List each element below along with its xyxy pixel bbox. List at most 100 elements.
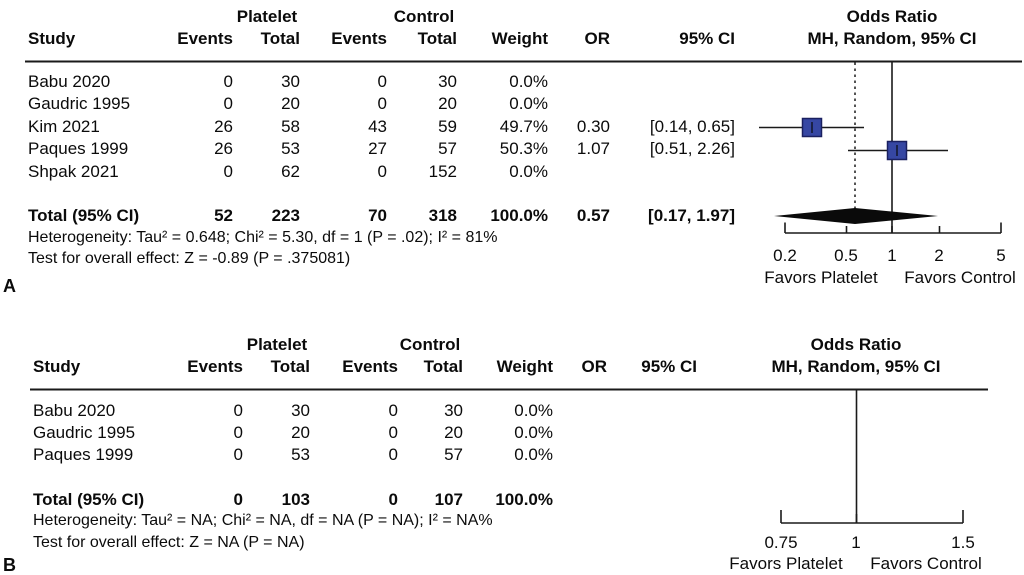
panel-b-label: B	[3, 555, 16, 575]
total-weight: 100.0%	[495, 490, 553, 509]
cell-events2: 0	[377, 162, 387, 181]
study-name: Babu 2020	[33, 401, 116, 420]
panel-a-col-ci: 95% CI	[679, 29, 735, 48]
cell-weight: 0.0%	[514, 423, 553, 442]
study-name: Gaudric 1995	[33, 423, 136, 442]
total-events1: 52	[214, 206, 233, 225]
panel-b-col-events1: Events	[187, 357, 243, 376]
cell-total1: 53	[291, 445, 310, 464]
paques-square-marker	[886, 140, 908, 161]
panel-b-col-ci: 95% CI	[641, 357, 697, 376]
pooled-diamond	[774, 208, 938, 224]
total-total1: 223	[271, 206, 300, 225]
cell-events1: 0	[223, 72, 233, 91]
cell-events2: 0	[388, 445, 398, 464]
panel-a-col-events2: Events	[331, 29, 387, 48]
heterogeneity-text: Heterogeneity: Tau² = 0.648; Chi² = 5.30…	[28, 229, 498, 246]
study-name: Kim 2021	[28, 117, 100, 136]
total-label: Total (95% CI)	[33, 490, 145, 509]
cell-total1: 30	[291, 401, 310, 420]
panel-a-tick-5: 5	[996, 246, 1006, 265]
overall-effect-text: Test for overall effect: Z = -0.89 (P = …	[28, 250, 351, 267]
cell-events2: 0	[377, 94, 387, 113]
cell-events1: 0	[233, 423, 243, 442]
cell-weight: 0.0%	[514, 445, 553, 464]
cell-total2: 152	[428, 162, 457, 181]
panel-b-tick-1: 1	[851, 533, 861, 552]
panel-a-col-total1: Total	[260, 29, 300, 48]
cell-events2: 0	[377, 72, 387, 91]
cell-total2: 30	[444, 401, 463, 420]
cell-events2: 0	[388, 423, 398, 442]
total-total2: 107	[434, 490, 463, 509]
panel-a-tick-1: 1	[887, 246, 897, 265]
panel-a-group2-header: Control	[393, 7, 455, 26]
cell-total1: 58	[281, 117, 300, 136]
total-events2: 0	[388, 490, 398, 509]
cell-events1: 26	[214, 117, 233, 136]
cell-total1: 53	[281, 139, 300, 158]
total-label: Total (95% CI)	[28, 206, 140, 225]
cell-ci: [0.51, 2.26]	[649, 139, 735, 158]
total-ci: [0.17, 1.97]	[648, 206, 735, 225]
panel-b-favors-right: Favors Control	[870, 554, 982, 573]
panel-a-col-events1: Events	[177, 29, 233, 48]
panel-b-col-or: OR	[581, 357, 608, 376]
panel-a-col-total2: Total	[417, 29, 457, 48]
cell-total2: 20	[438, 94, 457, 113]
cell-total2: 57	[438, 139, 457, 158]
cell-weight: 0.0%	[514, 401, 553, 420]
panel-a-label: A	[3, 276, 16, 296]
cell-total1: 20	[291, 423, 310, 442]
panel-b-plot-title: Odds Ratio	[810, 335, 902, 354]
cell-events1: 0	[233, 445, 243, 464]
panel-b-plot-subtitle: MH, Random, 95% CI	[771, 357, 941, 376]
cell-total1: 20	[281, 94, 300, 113]
panel-a-x-axis	[784, 222, 1002, 234]
panel-a-favors-left: Favors Platelet	[764, 268, 878, 287]
panel-a-tick-0.2: 0.2	[773, 246, 797, 265]
panel-a-col-or: OR	[584, 29, 611, 48]
panel-b-col-total1: Total	[270, 357, 310, 376]
cell-weight: 50.3%	[499, 139, 548, 158]
panel-b-col-weight: Weight	[496, 357, 553, 376]
total-or: 0.57	[576, 206, 610, 225]
panel-a-plot-subtitle: MH, Random, 95% CI	[807, 29, 977, 48]
total-total2: 318	[428, 206, 457, 225]
cell-total2: 59	[438, 117, 457, 136]
overall-effect-text: Test for overall effect: Z = NA (P = NA)	[33, 534, 305, 551]
cell-total1: 30	[281, 72, 300, 91]
cell-total2: 30	[438, 72, 457, 91]
panel-a-col-study: Study	[28, 29, 76, 48]
cell-or: 1.07	[576, 139, 610, 158]
panel-b-col-events2: Events	[342, 357, 398, 376]
total-total1: 103	[281, 490, 310, 509]
cell-total2: 57	[444, 445, 463, 464]
cell-total1: 62	[281, 162, 300, 181]
cell-events1: 26	[214, 139, 233, 158]
panel-b-tick-0.75: 0.75	[764, 533, 798, 552]
cell-events2: 27	[368, 139, 387, 158]
study-name: Shpak 2021	[28, 162, 119, 181]
panel-b-group2-header: Control	[399, 335, 461, 354]
panel-a-tick-2: 2	[934, 246, 944, 265]
study-name: Gaudric 1995	[28, 94, 131, 113]
panel-a-col-weight: Weight	[491, 29, 548, 48]
panel-a-group1-header: Platelet	[236, 7, 298, 26]
total-weight: 100.0%	[490, 206, 548, 225]
heterogeneity-text: Heterogeneity: Tau² = NA; Chi² = NA, df …	[33, 512, 493, 529]
panel-b-favors-left: Favors Platelet	[729, 554, 843, 573]
cell-ci: [0.14, 0.65]	[649, 117, 735, 136]
cell-or: 0.30	[576, 117, 610, 136]
study-name: Paques 1999	[28, 139, 129, 158]
cell-weight: 0.0%	[509, 72, 548, 91]
cell-total2: 20	[444, 423, 463, 442]
kim-square-marker	[801, 117, 823, 138]
cell-weight: 0.0%	[509, 94, 548, 113]
cell-weight: 49.7%	[499, 117, 548, 136]
panel-b-tick-1.5: 1.5	[951, 533, 975, 552]
cell-events1: 0	[223, 162, 233, 181]
panel-b-group1-header: Platelet	[246, 335, 308, 354]
panel-a-tick-0.5: 0.5	[834, 246, 858, 265]
